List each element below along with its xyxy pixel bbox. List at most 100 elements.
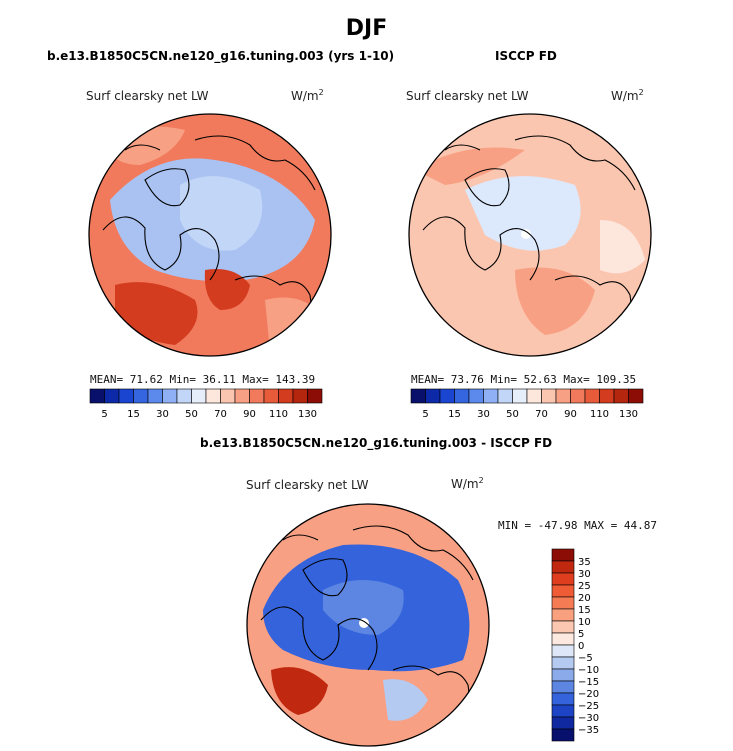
- colorbar-diff-tick-label: −10: [578, 665, 599, 676]
- panel1-variable-label: Surf clearsky net LW: [86, 89, 209, 103]
- map-model-asia-warm-region: [265, 297, 325, 350]
- colorbar-swatch: [497, 388, 513, 404]
- map-obs-coastlines: [422, 135, 636, 341]
- colorbar-tick-label: 90: [564, 409, 577, 420]
- panel2-title: ISCCP FD: [495, 49, 557, 63]
- colorbar-swatch: [307, 388, 323, 404]
- colorbar-swatch: [541, 388, 557, 404]
- colorbar-tick-label: 130: [619, 409, 638, 420]
- colorbar-swatch: [263, 388, 279, 404]
- colorbar-diff-swatch: [551, 680, 575, 694]
- colorbar-diff-swatch: [551, 584, 575, 598]
- colorbar-diff-swatch: [551, 692, 575, 706]
- colorbar-swatch: [89, 388, 105, 404]
- colorbar-obs: 5 15 30 50 70 90 110 130: [410, 388, 644, 420]
- colorbar-diff-swatch: [551, 632, 575, 646]
- colorbar-swatch: [249, 388, 265, 404]
- colorbar-diff-tick-label: 10: [578, 617, 591, 628]
- colorbar-swatch: [162, 388, 178, 404]
- colorbar-swatch: [133, 388, 149, 404]
- colorbar-diff-tick-label: 20: [578, 593, 591, 604]
- colorbar-diff-tick-label: −35: [578, 725, 599, 736]
- panel3-variable-label: Surf clearsky net LW: [246, 478, 369, 492]
- panel1-units: W/m2: [291, 88, 324, 103]
- colorbar-tick-label: 50: [185, 409, 198, 420]
- map-obs-pole-cool-region: [465, 176, 581, 251]
- colorbar-swatch: [278, 388, 294, 404]
- colorbar-swatch: [512, 388, 528, 404]
- map-model-europe-hot-region: [204, 269, 250, 310]
- colorbar-diff-tick-label: −20: [578, 689, 599, 700]
- panel1-title: b.e13.B1850C5CN.ne120_g16.tuning.003 (yr…: [47, 49, 395, 63]
- colorbar-diff-tick-label: 25: [578, 581, 591, 592]
- colorbar-diff-tick-label: 15: [578, 605, 591, 616]
- map-diff-boundary: [246, 503, 490, 747]
- colorbar-swatch: [570, 388, 586, 404]
- colorbar-diff-swatch: [551, 560, 575, 574]
- panel2-variable-label: Surf clearsky net LW: [406, 89, 529, 103]
- colorbar-swatch: [292, 388, 308, 404]
- colorbar-diff-swatch: [551, 644, 575, 658]
- colorbar-diff-tick-label: 5: [578, 629, 584, 640]
- colorbar-tick-label: 15: [448, 409, 461, 420]
- colorbar-diff-tick-label: 0: [578, 641, 584, 652]
- map-model-atlantic-hot-region: [115, 282, 198, 345]
- colorbar-diff-swatch: [551, 728, 575, 742]
- colorbar-tick-label: 110: [590, 409, 609, 420]
- colorbar-diff-tick-label: −15: [578, 677, 599, 688]
- colorbar-diff-tick-label: −5: [578, 653, 593, 664]
- colorbar-tick-label: 30: [156, 409, 169, 420]
- map-obs: [408, 113, 652, 357]
- panel1-stats: MEAN= 71.62 Min= 36.11 Max= 143.39: [90, 373, 316, 386]
- colorbar-tick-label: 90: [243, 409, 256, 420]
- colorbar-swatch: [147, 388, 163, 404]
- colorbar-swatch: [191, 388, 207, 404]
- colorbar-model: 5 15 30 50 70 90 110 130: [89, 388, 323, 420]
- colorbar-diff-tick-label: −25: [578, 701, 599, 712]
- colorbar-swatch: [613, 388, 629, 404]
- colorbar-swatch: [118, 388, 134, 404]
- colorbar-diff-tick-label: −30: [578, 713, 599, 724]
- colorbar-swatch: [584, 388, 600, 404]
- colorbar-diff-swatch: [551, 704, 575, 718]
- colorbar-swatch: [468, 388, 484, 404]
- colorbar-tick-label: 130: [298, 409, 317, 420]
- colorbar-tick-label: 15: [127, 409, 140, 420]
- colorbar-swatch: [220, 388, 236, 404]
- colorbar-tick-label: 30: [477, 409, 490, 420]
- colorbar-tick-label: 70: [535, 409, 548, 420]
- colorbar-swatch: [454, 388, 470, 404]
- colorbar-swatch: [234, 388, 250, 404]
- colorbar-swatch: [526, 388, 542, 404]
- colorbar-tick-label: 5: [101, 409, 107, 420]
- map-model-pole-pale-region: [180, 176, 263, 251]
- map-model: [88, 113, 332, 357]
- panel2-units: W/m2: [611, 88, 644, 103]
- colorbar-diff-swatch: [551, 572, 575, 586]
- colorbar-diff-swatch: [551, 620, 575, 634]
- panel3-stats: MIN = -47.98 MAX = 44.87: [498, 519, 657, 532]
- colorbar-diff-tick-label: 30: [578, 569, 591, 580]
- colorbar-swatch: [599, 388, 615, 404]
- colorbar-swatch: [439, 388, 455, 404]
- colorbar-tick-label: 5: [422, 409, 428, 420]
- map-obs-europe-warm-region: [515, 267, 595, 335]
- colorbar-diff-swatch: [551, 668, 575, 682]
- panel3-units: W/m2: [451, 476, 484, 491]
- colorbar-swatch: [176, 388, 192, 404]
- panel2-stats: MEAN= 73.76 Min= 52.63 Max= 109.35: [411, 373, 637, 386]
- map-obs-pacific-warm-region: [415, 147, 525, 185]
- panel3-title: b.e13.B1850C5CN.ne120_g16.tuning.003 - I…: [200, 436, 553, 450]
- colorbar-tick-label: 110: [269, 409, 288, 420]
- colorbar-swatch: [410, 388, 426, 404]
- map-model-boundary: [88, 113, 332, 357]
- map-obs-pole-hole: [521, 229, 531, 239]
- figure-title: DJF: [345, 16, 388, 41]
- colorbar-diff-swatch: [551, 656, 575, 670]
- map-obs-siberia-pale-region: [600, 220, 645, 274]
- colorbar-tick-label: 50: [506, 409, 519, 420]
- colorbar-diff-swatch: [551, 596, 575, 610]
- colorbar-swatch: [425, 388, 441, 404]
- colorbar-swatch: [205, 388, 221, 404]
